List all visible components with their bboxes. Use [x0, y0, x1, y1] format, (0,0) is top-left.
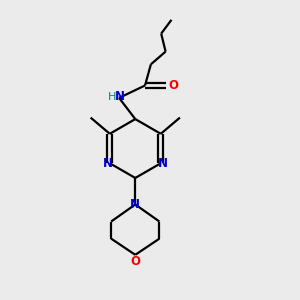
Text: N: N: [102, 157, 112, 170]
Text: O: O: [169, 79, 178, 92]
Text: N: N: [115, 91, 125, 103]
Text: O: O: [130, 255, 140, 268]
Text: H: H: [107, 92, 116, 102]
Text: N: N: [158, 157, 168, 170]
Text: N: N: [130, 198, 140, 211]
